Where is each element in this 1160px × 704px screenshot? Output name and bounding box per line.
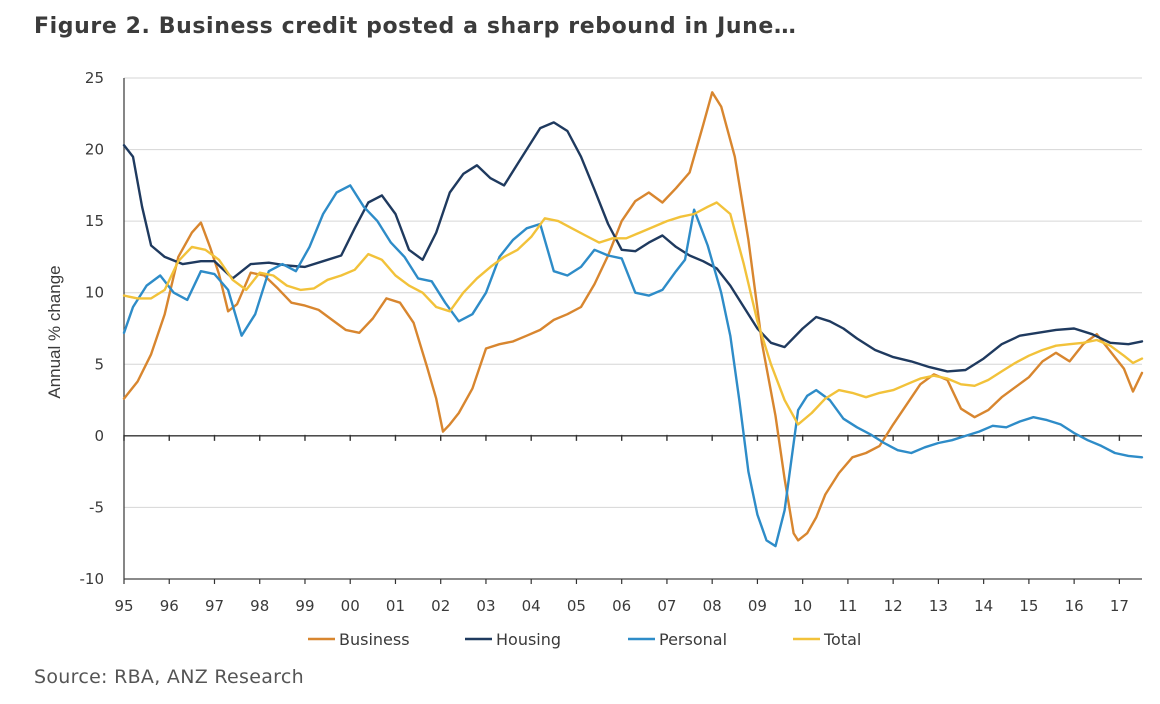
y-tick-label: -10: [80, 570, 105, 588]
x-tick-label: 96: [160, 597, 179, 615]
source-note: Source: RBA, ANZ Research: [34, 666, 304, 688]
x-tick-label: 05: [567, 597, 586, 615]
chart-title: Figure 2. Business credit posted a sharp…: [34, 14, 797, 39]
gridlines: [124, 77, 1142, 508]
x-tick-label: 99: [295, 597, 314, 615]
x-tick-label: 95: [114, 597, 133, 615]
x-tick-label: 10: [793, 597, 812, 615]
legend-label: Total: [823, 630, 861, 649]
x-tick-label: 00: [341, 597, 360, 615]
y-tick-label: 5: [94, 355, 104, 373]
x-tick-label: 98: [250, 597, 269, 615]
x-tick-label: 01: [386, 597, 405, 615]
y-tick-label: 10: [85, 284, 104, 302]
series-line-housing: [122, 121, 1144, 373]
x-tick-label: 02: [431, 597, 450, 615]
y-tick-labels: 25 20 15 10 5 0 -5 -10: [80, 69, 105, 588]
x-tick-label: 15: [1019, 597, 1038, 615]
legend-label: Personal: [659, 630, 727, 649]
y-tick-label: 25: [85, 69, 104, 87]
x-tick-label: 07: [657, 597, 676, 615]
x-tick-label: 12: [884, 597, 903, 615]
x-tick-label: 06: [612, 597, 631, 615]
x-tick-label: 09: [748, 597, 767, 615]
x-tick-label: 13: [929, 597, 948, 615]
x-tick-labels: 95 96 97 98 99 00 01 02 03 04 05 06 07 08 09 10 11 12 13 14…: [114, 597, 1128, 615]
y-axis-title: Annual % change: [45, 265, 64, 398]
series-line-total: [122, 201, 1144, 426]
series-lines: [122, 91, 1144, 548]
y-tick-label: 20: [85, 141, 104, 159]
series-line-personal: [122, 184, 1144, 548]
series-line-business: [122, 91, 1144, 542]
axes: [123, 78, 1142, 584]
x-tick-label: 14: [974, 597, 993, 615]
y-tick-label: -5: [89, 498, 104, 516]
x-tick-label: 97: [205, 597, 224, 615]
legend-label: Business: [339, 630, 410, 649]
x-tick-label: 03: [476, 597, 495, 615]
x-tick-label: 04: [522, 597, 541, 615]
legend: Business Housing Personal Total: [308, 630, 861, 649]
legend-label: Housing: [496, 630, 561, 649]
x-tick-label: 08: [703, 597, 722, 615]
x-tick-label: 11: [838, 597, 857, 615]
x-tick-label: 17: [1110, 597, 1129, 615]
y-tick-label: 15: [85, 212, 104, 230]
x-tick-label: 16: [1065, 597, 1084, 615]
y-tick-label: 0: [94, 427, 104, 445]
